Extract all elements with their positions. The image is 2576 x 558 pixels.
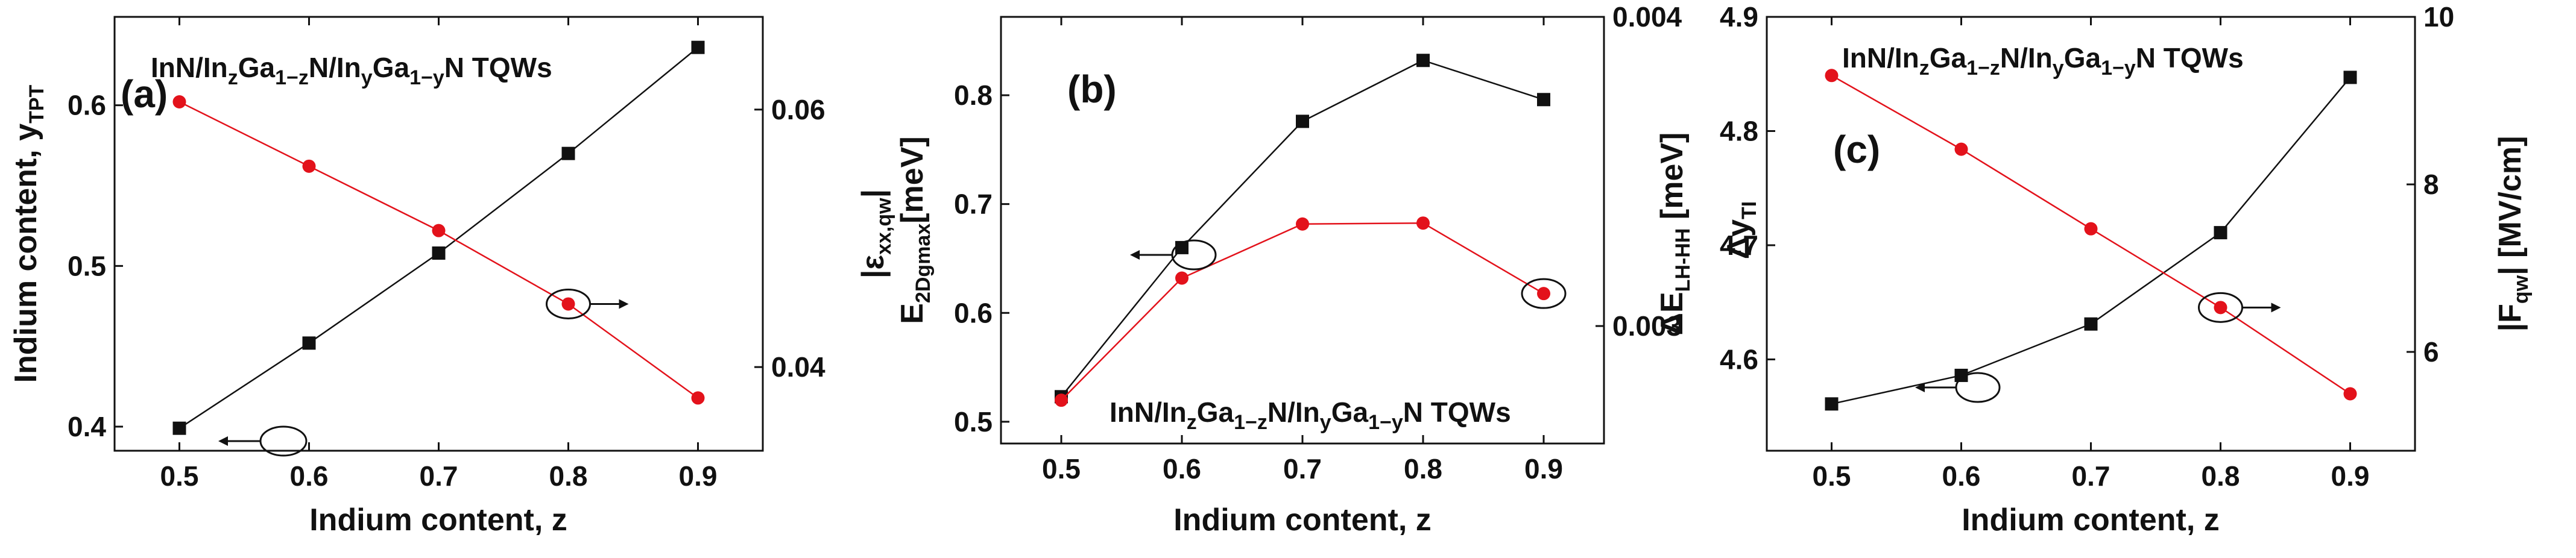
left-series-pointer <box>218 425 308 457</box>
chart-panel-b: (b) InN/InzGa1−zN/InyGa1−yN TQWs 0.5 0.6 0… <box>895 1 1761 538</box>
pointer-arrow-head <box>619 299 629 309</box>
data-point-circle <box>691 391 705 405</box>
data-point-circle <box>561 297 575 311</box>
data-point-square <box>302 336 316 350</box>
right-series-pointer <box>1521 278 1567 309</box>
right-y-tick-label: 0.04 <box>771 351 826 383</box>
data-point-circle <box>1055 393 1068 407</box>
data-point-circle <box>1537 287 1550 301</box>
left-y-tick-label: 4.9 <box>1720 1 1758 33</box>
panel-tag: (c) <box>1833 128 1880 171</box>
x-tick-label: 0.9 <box>1524 453 1563 484</box>
x-tick-label: 0.6 <box>1942 460 1981 492</box>
left-y-tick-label: 4.8 <box>1720 115 1758 146</box>
data-point-square <box>1825 397 1839 411</box>
x-tick-label: 0.8 <box>2202 460 2240 492</box>
series-line-left <box>178 46 699 429</box>
x-tick-label: 0.8 <box>549 460 588 492</box>
data-point-square <box>432 246 446 260</box>
data-point-square <box>1296 114 1309 128</box>
right-y-tick-label: 0.06 <box>771 94 826 125</box>
data-point-square <box>2214 226 2227 240</box>
left-axis-label: ΔELH-HH [meV] <box>1655 133 1694 336</box>
right-y-tick-label: 8 <box>2423 169 2439 200</box>
pointer-arrow-head <box>2271 303 2281 313</box>
right-y-tick-label: 10 <box>2423 1 2454 33</box>
chart-panel-a: (a) InN/InzGa1−zN/InyGa1−yN TQWs 0.5 0.6 0… <box>8 16 895 538</box>
structure-annotation: InN/InzGa1−zN/InyGa1−yN TQWs <box>1110 397 1511 434</box>
data-point-square <box>691 40 705 54</box>
series-line-left <box>1831 77 2351 405</box>
x-tick-label: 0.7 <box>1283 453 1322 484</box>
data-point-circle <box>1175 271 1189 285</box>
panel-tag: (a) <box>121 72 168 116</box>
right-series-pointer <box>546 288 629 319</box>
x-axis-label: Indium content, z <box>1962 503 2220 538</box>
left-series-pointer <box>1915 372 2001 403</box>
x-tick-label: 0.5 <box>1813 460 1851 492</box>
right-y-tick-label: 0.003 <box>1612 310 1682 342</box>
left-y-tick-label: 0.8 <box>954 80 993 111</box>
data-point-circle <box>1416 216 1430 230</box>
right-y-tick-label: 6 <box>2423 336 2439 368</box>
panel-tag: (b) <box>1067 67 1117 111</box>
right-y-tick-label: 0.004 <box>1612 1 1682 33</box>
left-y-tick-label: 4.7 <box>1720 230 1758 261</box>
data-point-square <box>2343 71 2357 84</box>
x-tick-label: 0.8 <box>1404 453 1442 484</box>
x-tick-label: 0.6 <box>290 460 329 492</box>
left-y-tick-label: 0.6 <box>68 90 106 121</box>
x-axis-label: Indium content, z <box>309 503 567 538</box>
right-axis-label: |Fqw| [MV/cm] <box>2493 136 2533 332</box>
structure-annotation: InN/InzGa1−zN/InyGa1−yN TQWs <box>151 52 552 89</box>
right-axis-label: |εxx,qw| <box>856 189 895 278</box>
left-y-tick-label: 4.6 <box>1720 343 1758 375</box>
data-point-square <box>172 421 186 435</box>
left-series-pointer <box>1130 239 1217 271</box>
left-y-tick-label: 0.5 <box>68 250 106 281</box>
x-tick-label: 0.9 <box>2331 460 2370 492</box>
x-tick-label: 0.5 <box>1042 453 1081 484</box>
data-point-circle <box>172 95 186 109</box>
data-point-circle <box>1825 69 1839 83</box>
data-point-square <box>1954 368 1968 382</box>
left-y-tick-label: 0.6 <box>954 297 993 328</box>
data-point-circle <box>2214 301 2227 315</box>
data-point-circle <box>2084 222 2098 236</box>
x-tick-label: 0.7 <box>2072 460 2110 492</box>
data-point-circle <box>1954 142 1968 156</box>
pointer-ellipse <box>1521 278 1567 309</box>
x-tick-label: 0.7 <box>420 460 458 492</box>
right-series-pointer <box>2198 292 2281 323</box>
x-tick-label: 0.6 <box>1163 453 1201 484</box>
series-line-right <box>1061 222 1544 401</box>
data-point-square <box>561 146 575 160</box>
left-y-tick-label: 0.4 <box>68 411 106 442</box>
chart-panel-c: (c) InN/InzGa1−zN/InyGa1−yN TQWs 0.5 0.6 0… <box>1655 1 2533 538</box>
right-axis-label: ΔyTI <box>1721 201 1761 260</box>
data-point-circle <box>432 224 446 237</box>
data-point-square <box>2084 317 2098 331</box>
x-tick-label: 0.5 <box>160 460 199 492</box>
left-axis-label: E2Dgmax[meV] <box>895 136 935 324</box>
data-point-square <box>1537 93 1550 107</box>
data-point-square <box>1416 54 1430 67</box>
data-point-circle <box>302 159 316 173</box>
x-tick-label: 0.9 <box>679 460 718 492</box>
left-axis-label: Indium content, yTPT <box>8 84 48 383</box>
structure-annotation: InN/InzGa1−zN/InyGa1−yN TQWs <box>1842 42 2244 80</box>
data-point-circle <box>1296 217 1309 231</box>
data-point-circle <box>2343 387 2357 401</box>
x-axis-label: Indium content, z <box>1173 503 1432 538</box>
left-y-tick-label: 0.5 <box>954 406 993 437</box>
left-y-tick-label: 0.7 <box>954 189 993 220</box>
